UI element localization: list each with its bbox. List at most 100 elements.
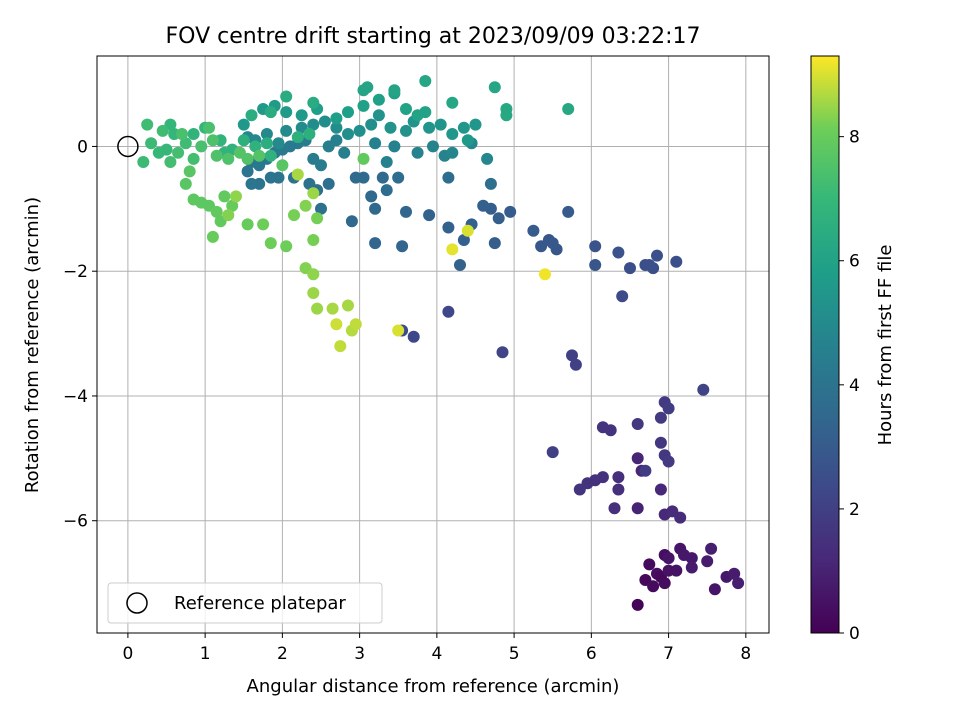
data-point — [454, 259, 466, 271]
data-point — [396, 240, 409, 253]
data-point — [330, 112, 343, 125]
data-point — [674, 511, 687, 524]
data-point — [179, 137, 192, 150]
plot-frame — [96, 55, 770, 634]
data-point — [330, 121, 343, 134]
data-point — [311, 302, 324, 315]
data-point — [369, 237, 382, 250]
data-point — [732, 577, 745, 590]
data-point — [701, 555, 714, 568]
data-point — [195, 140, 208, 153]
data-point — [311, 212, 324, 225]
x-tick-label: 3 — [354, 644, 365, 664]
data-point — [353, 124, 366, 137]
colorbar-tick-label: 2 — [849, 500, 860, 520]
x-tick-label: 8 — [740, 644, 751, 664]
data-point — [376, 171, 389, 184]
data-point — [280, 106, 293, 119]
data-point — [141, 118, 154, 131]
y-axis-ticks: −6 −4 −2 0 — [63, 137, 97, 532]
data-point — [662, 552, 675, 565]
data-point — [179, 177, 192, 190]
x-tick-label: 1 — [200, 644, 211, 664]
data-point — [365, 190, 378, 203]
data-point — [249, 140, 262, 153]
data-point — [361, 81, 374, 94]
x-tick-label: 4 — [431, 644, 442, 664]
data-point — [365, 118, 378, 131]
data-point — [616, 290, 629, 303]
data-point — [342, 299, 354, 312]
colorbar-tick-label: 6 — [849, 252, 860, 272]
x-axis-ticks: 0 1 2 3 4 5 6 7 8 — [122, 633, 751, 664]
data-point — [222, 209, 235, 222]
data-point — [349, 318, 362, 331]
data-point — [457, 234, 470, 246]
data-point — [237, 134, 250, 147]
data-point — [461, 134, 474, 147]
data-point — [260, 137, 273, 150]
colorbar-tick-label: 4 — [849, 376, 860, 396]
data-point — [562, 103, 575, 115]
data-point — [457, 121, 470, 134]
data-point — [488, 81, 501, 94]
data-point — [307, 118, 320, 131]
data-point — [608, 502, 621, 515]
data-point — [612, 246, 625, 259]
data-point — [631, 418, 644, 430]
colorbar-gradient — [810, 55, 840, 634]
data-point — [569, 358, 582, 371]
data-point — [326, 302, 339, 315]
data-point — [708, 583, 721, 596]
data-point — [156, 124, 169, 137]
data-point — [612, 483, 625, 496]
data-point — [446, 128, 459, 140]
data-point — [411, 146, 424, 159]
data-point — [206, 134, 219, 147]
data-point — [187, 152, 200, 165]
legend-box — [107, 582, 383, 624]
data-point — [427, 140, 439, 153]
data-point — [280, 124, 293, 137]
data-point — [291, 168, 304, 181]
data-point — [662, 402, 675, 415]
data-point — [372, 109, 385, 122]
data-point — [442, 171, 455, 184]
data-point — [288, 209, 300, 222]
data-point — [434, 118, 447, 131]
data-point — [589, 259, 602, 271]
data-point — [357, 152, 370, 165]
data-point — [484, 177, 497, 190]
data-point — [631, 452, 644, 465]
data-point — [573, 483, 586, 496]
data-point — [535, 240, 548, 253]
data-point — [442, 305, 455, 318]
legend: Reference platepar — [107, 582, 383, 624]
data-point — [546, 237, 559, 250]
data-point — [442, 221, 455, 234]
data-point — [388, 84, 401, 97]
data-point — [342, 128, 354, 140]
y-tick-label: −6 — [63, 512, 88, 532]
data-point — [264, 237, 277, 250]
colorbar-tick-label: 0 — [849, 624, 860, 644]
data-point — [357, 99, 370, 112]
data-point — [299, 199, 312, 212]
data-point — [400, 205, 412, 218]
data-point — [245, 177, 258, 190]
y-tick-label: −2 — [63, 262, 88, 282]
data-point — [160, 143, 173, 156]
data-point — [612, 471, 625, 484]
data-point — [295, 109, 308, 122]
x-axis-label: Angular distance from reference (arcmin) — [247, 676, 620, 697]
data-point — [647, 580, 660, 593]
data-point — [276, 159, 289, 172]
data-point — [705, 542, 718, 555]
data-point — [145, 137, 158, 150]
data-point — [643, 259, 656, 271]
data-point — [206, 230, 219, 243]
data-point — [210, 205, 223, 218]
data-point — [539, 268, 551, 281]
data-point — [322, 177, 335, 190]
